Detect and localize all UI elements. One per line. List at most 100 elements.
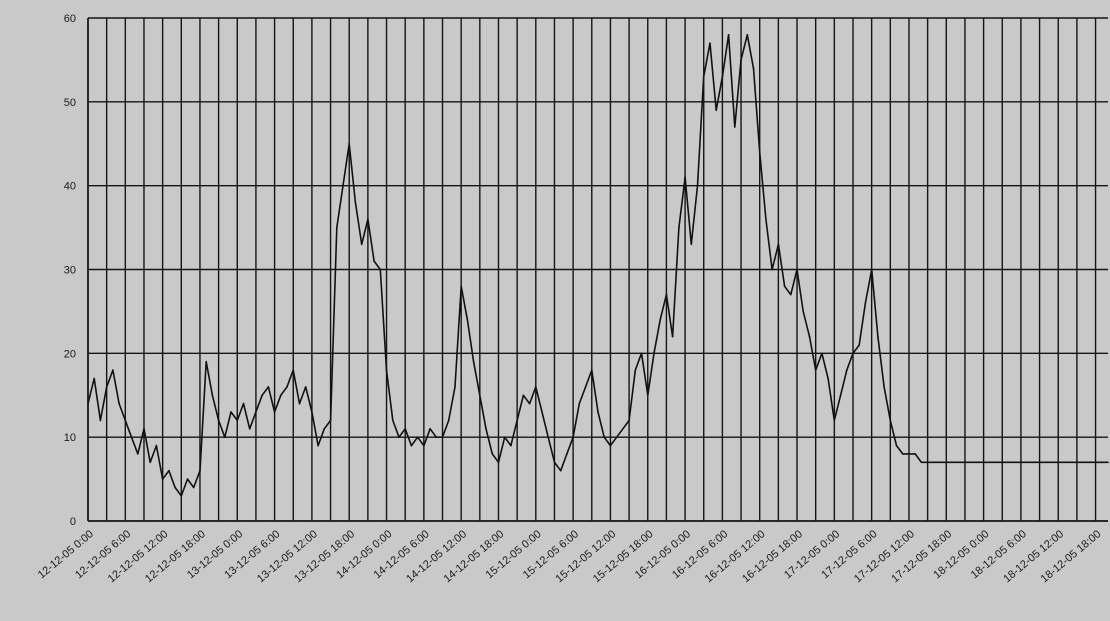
data-point — [522, 394, 525, 397]
data-point — [933, 461, 935, 464]
data-point — [939, 461, 941, 464]
data-point — [205, 360, 207, 363]
data-point — [497, 461, 500, 464]
data-point — [578, 402, 581, 405]
data-point — [516, 419, 518, 422]
data-point — [659, 319, 661, 321]
data-point — [447, 419, 450, 422]
data-point — [491, 453, 494, 455]
data-point — [1045, 461, 1047, 464]
data-point — [1107, 461, 1109, 464]
data-point — [541, 411, 543, 413]
data-point — [367, 218, 369, 220]
data-point — [790, 293, 792, 296]
data-point — [342, 184, 344, 187]
data-point — [584, 386, 587, 388]
data-point — [721, 75, 724, 78]
data-point — [852, 352, 854, 355]
data-point — [783, 285, 786, 288]
data-point — [161, 478, 164, 480]
data-point — [615, 436, 618, 439]
data-point — [976, 461, 979, 464]
data-point — [1020, 461, 1022, 464]
data-point — [796, 268, 798, 271]
data-point — [137, 453, 139, 455]
data-point — [858, 344, 860, 346]
data-point — [360, 243, 363, 246]
data-point — [1032, 461, 1035, 464]
data-point — [553, 461, 556, 464]
data-point — [702, 75, 705, 78]
data-point — [628, 419, 630, 422]
data-point — [224, 436, 226, 439]
data-point — [149, 461, 151, 464]
data-point — [280, 394, 282, 397]
data-point — [846, 369, 848, 371]
data-point — [665, 293, 668, 296]
data-point — [970, 461, 972, 464]
data-point — [404, 428, 407, 430]
data-point — [777, 243, 780, 246]
data-point — [920, 461, 923, 464]
data-point — [572, 436, 574, 439]
data-point — [217, 419, 220, 422]
data-point — [634, 369, 637, 371]
data-point — [460, 285, 463, 288]
data-point — [373, 260, 375, 262]
data-point — [199, 469, 201, 472]
data-point — [833, 419, 836, 422]
y-tick-label: 30 — [64, 265, 76, 277]
data-point — [267, 386, 270, 388]
data-point — [392, 419, 394, 422]
data-point — [503, 436, 506, 439]
data-point — [591, 369, 593, 371]
data-point — [192, 486, 195, 489]
data-point — [211, 394, 214, 397]
data-point — [902, 453, 904, 455]
data-point — [926, 461, 929, 464]
data-point — [995, 461, 997, 464]
data-point — [559, 469, 562, 472]
data-point — [678, 226, 680, 229]
data-point — [647, 394, 649, 397]
data-point — [914, 453, 916, 455]
data-point — [248, 428, 251, 430]
data-point — [143, 428, 145, 430]
data-point — [684, 176, 686, 179]
data-point — [734, 126, 736, 128]
data-point — [329, 419, 332, 422]
y-tick-label: 10 — [64, 432, 76, 444]
data-point — [1007, 461, 1010, 464]
y-tick-label: 20 — [64, 348, 76, 360]
data-point — [895, 444, 898, 447]
data-point — [808, 335, 811, 338]
data-point — [740, 59, 742, 61]
data-point — [1038, 461, 1041, 464]
data-point — [640, 352, 643, 355]
data-point — [1063, 461, 1066, 464]
data-point — [273, 411, 276, 413]
data-point — [528, 402, 531, 405]
data-point — [945, 461, 948, 464]
data-point — [690, 243, 693, 246]
data-point — [255, 411, 257, 413]
data-point — [230, 411, 232, 413]
data-point — [323, 428, 326, 430]
data-point — [746, 34, 749, 36]
data-point — [535, 386, 537, 388]
data-point — [1057, 461, 1059, 464]
data-point — [1082, 461, 1084, 464]
data-point — [485, 428, 487, 430]
data-point — [547, 436, 549, 439]
data-point — [609, 444, 612, 447]
data-point — [155, 444, 158, 447]
data-point — [752, 67, 755, 70]
data-point — [398, 436, 400, 439]
data-point — [124, 419, 127, 422]
data-point — [311, 411, 313, 413]
data-point — [174, 486, 176, 489]
data-point — [242, 402, 245, 405]
data-point — [93, 377, 95, 380]
y-tick-label: 0 — [70, 516, 76, 528]
data-point — [1013, 461, 1016, 464]
